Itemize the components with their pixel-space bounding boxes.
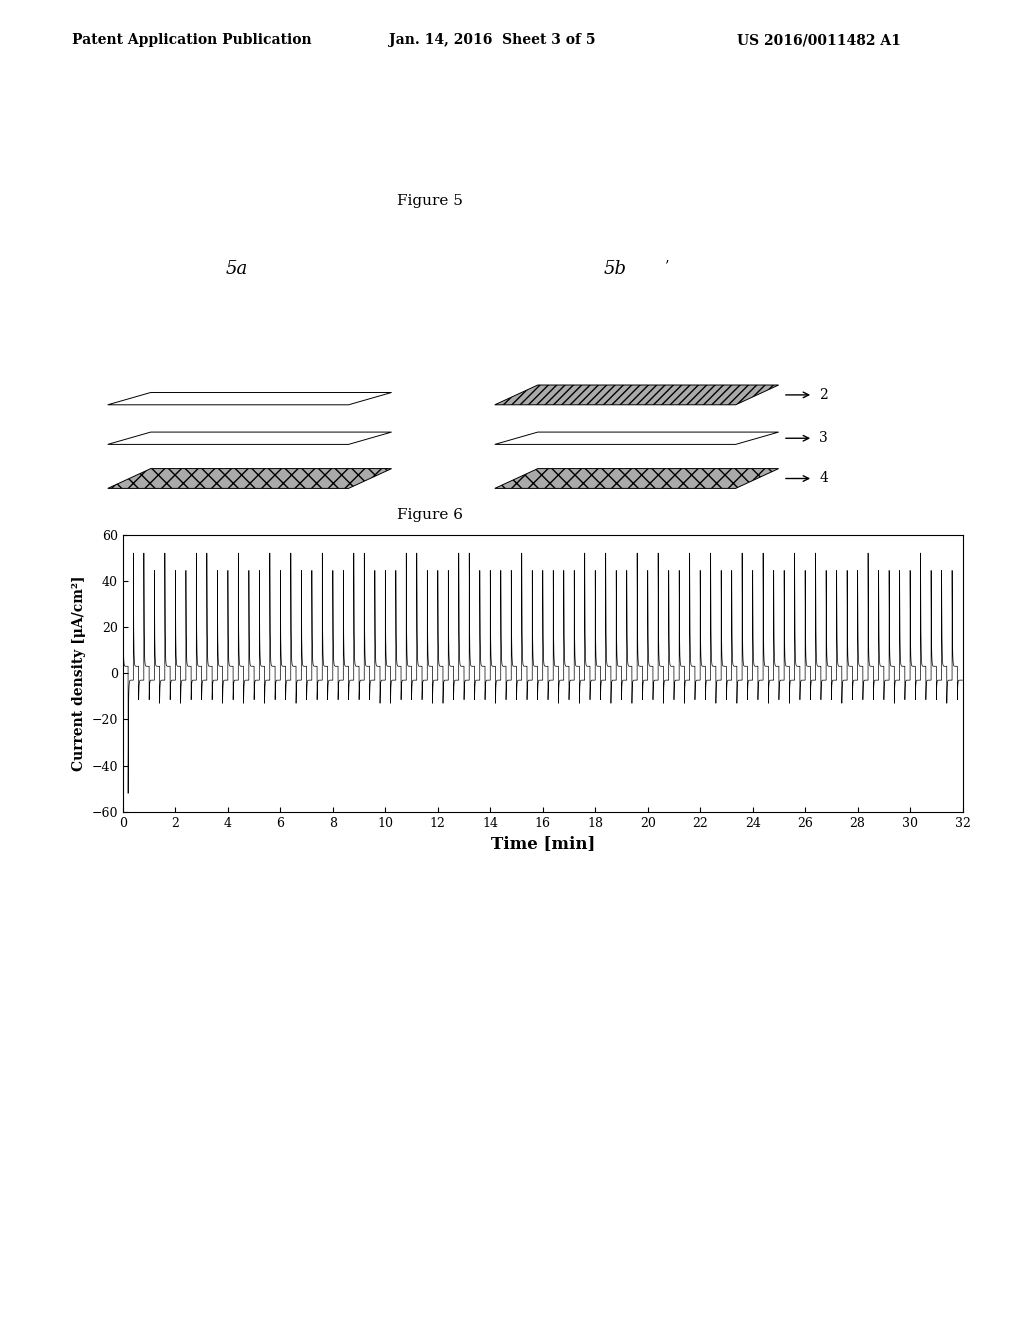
Polygon shape <box>495 469 778 488</box>
Text: ’: ’ <box>665 260 669 273</box>
Polygon shape <box>495 385 778 405</box>
Text: 2: 2 <box>819 388 827 401</box>
Text: 5b: 5b <box>604 260 627 277</box>
X-axis label: Time [min]: Time [min] <box>490 836 595 853</box>
Polygon shape <box>108 392 391 405</box>
Text: Jan. 14, 2016  Sheet 3 of 5: Jan. 14, 2016 Sheet 3 of 5 <box>389 33 596 48</box>
Y-axis label: Current density [μA/cm²]: Current density [μA/cm²] <box>72 576 86 771</box>
Text: 3: 3 <box>819 432 827 445</box>
Text: Figure 6: Figure 6 <box>397 508 463 521</box>
Text: Patent Application Publication: Patent Application Publication <box>72 33 311 48</box>
Text: US 2016/0011482 A1: US 2016/0011482 A1 <box>737 33 901 48</box>
Polygon shape <box>495 432 778 445</box>
Text: Figure 5: Figure 5 <box>397 194 463 207</box>
Text: 4: 4 <box>819 471 828 486</box>
Polygon shape <box>108 469 391 488</box>
Polygon shape <box>108 432 391 445</box>
Text: 5a: 5a <box>225 260 248 277</box>
